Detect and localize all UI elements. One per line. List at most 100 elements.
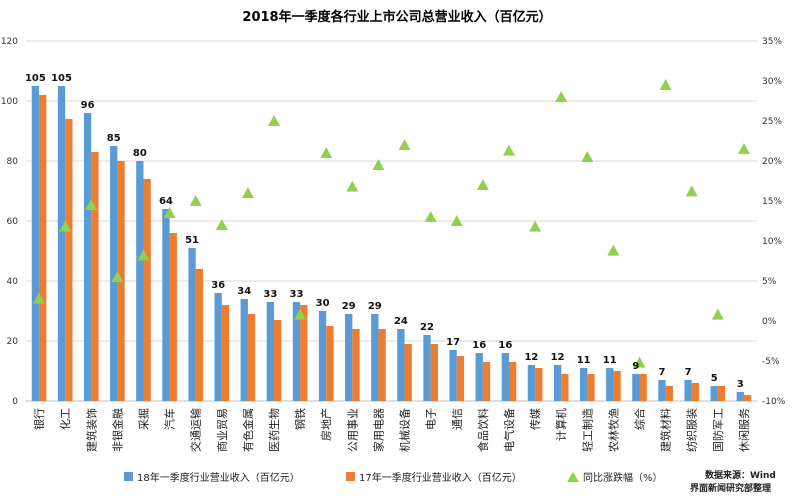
growth-marker [215,219,228,230]
bars [31,86,752,401]
y-right-tick: -5% [762,357,780,367]
bar-2018 [57,86,66,401]
y-left-tick: 120 [1,37,18,47]
y-right-tick: 0% [762,317,777,327]
bar-2018 [736,392,744,401]
bar-2017 [39,95,47,401]
category-label: 通信 [451,408,464,430]
data-label: 17 [446,337,460,348]
category-label: 有色金属 [241,408,255,452]
bar-2018 [684,380,692,401]
data-label: 7 [658,367,665,378]
bar-2017 [378,329,386,401]
data-label: 3 [737,379,744,390]
bar-2017 [352,329,360,401]
growth-marker [372,159,385,170]
source-line-1: 数据来源：Wind [705,469,776,481]
category-label: 医药生物 [267,408,281,452]
growth-marker [659,79,672,90]
data-label: 29 [368,301,382,312]
category-label: 银行 [32,408,46,430]
data-label: 80 [133,148,147,159]
legend-swatch-17 [346,472,355,481]
growth-marker [163,207,176,218]
bar-2018 [501,353,509,401]
bar-2018 [292,302,301,401]
growth-marker [607,244,620,256]
data-label: 105 [51,73,72,84]
bar-2017 [65,119,73,401]
growth-marker [529,220,542,232]
bar-2018 [553,365,562,401]
bar-2018 [240,299,248,401]
growth-marker [476,179,489,190]
y-right-tick: -10% [762,397,786,407]
bar-2017 [482,362,491,401]
bar-2017 [300,305,308,401]
bar-2018 [449,350,457,401]
category-label: 建筑装饰 [84,408,98,452]
growth-marker [685,185,698,197]
growth-marker [346,180,359,192]
data-label: 29 [342,301,356,312]
growth-marker [424,211,437,222]
category-label: 电气设备 [502,408,516,452]
legend-swatch-18 [124,472,133,481]
bar-2018 [162,209,170,401]
bar-2018 [632,374,640,401]
bar-2017 [169,233,177,401]
growth-marker [633,356,646,368]
y-right-tick: 10% [762,237,782,247]
bar-2018 [318,311,327,401]
category-label: 农林牧渔 [606,408,620,452]
bar-2018 [579,368,588,401]
bar-2018 [83,113,92,401]
bar-2017 [91,152,99,401]
growth-marker [711,308,724,320]
growth-marker [189,195,202,206]
category-label: 公用事业 [346,408,359,452]
data-label: 16 [498,340,512,351]
legend-swatch-growth [567,472,579,482]
y-right-tick: 30% [762,77,782,87]
data-label: 11 [603,355,617,366]
y-right-tick: 20% [762,157,782,167]
growth-marker [737,143,750,154]
data-label: 5 [711,373,718,384]
category-label: 计算机 [554,408,568,441]
category-label: 房地产 [319,408,333,441]
data-label: 51 [185,235,199,246]
growth-markers [33,79,750,368]
category-label: 汽车 [163,408,177,430]
category-label: 纺织服装 [685,408,699,452]
bar-2017 [587,374,595,401]
data-label: 22 [420,322,434,333]
category-label: 综合 [633,408,647,430]
y-left-tick: 60 [7,217,19,227]
growth-marker [581,151,594,162]
bar-2017 [508,362,517,401]
bar-2017 [430,344,438,401]
category-label: 化工 [58,408,72,430]
data-label: 9 [632,361,639,372]
y-left-tick: 0 [12,397,18,407]
bar-2018 [710,386,718,401]
growth-marker [59,220,72,232]
growth-marker [137,249,150,261]
bar-2018 [397,329,405,401]
growth-marker [555,91,568,102]
bar-2018 [110,146,118,401]
bar-2018 [266,302,275,401]
bar-2018 [345,314,353,401]
data-label: 12 [524,352,538,363]
legend-label-18: 18年一季度行业营业收入（百亿元） [137,471,300,484]
bar-2017 [639,374,647,401]
category-label: 国防军工 [711,408,725,452]
category-label: 传媒 [529,408,542,430]
bar-2017 [613,371,621,401]
bar-2017 [561,374,569,401]
category-label: 电子 [425,408,438,430]
data-label: 64 [159,196,173,207]
bar-2018 [423,335,431,401]
